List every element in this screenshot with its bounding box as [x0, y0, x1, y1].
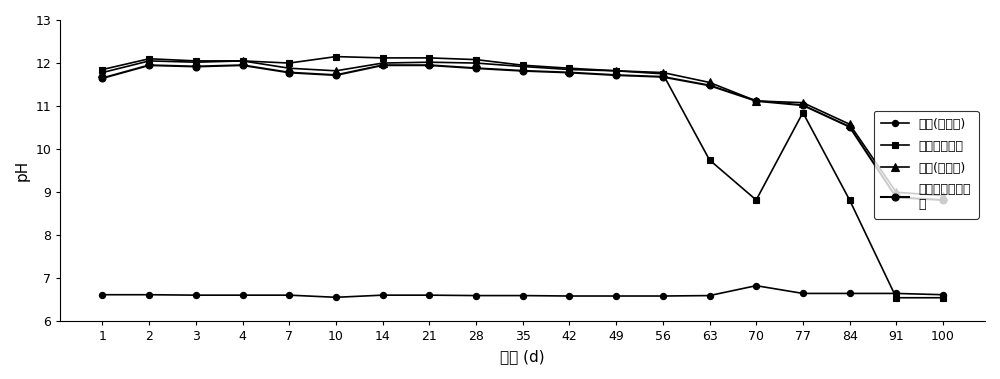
过氧化馒原料 — [377, 56, 389, 60]
对照(蜗馏水) — [704, 293, 716, 298]
对照(蜗馏水) — [844, 291, 856, 296]
过氧化馒原料 — [750, 198, 762, 202]
过氧化馒原料 — [470, 57, 482, 62]
颗粒(未包膜) — [237, 59, 249, 63]
颗粒(未包膜) — [657, 70, 669, 75]
桐油包膜过氧化
馒 — [283, 70, 295, 75]
桐油包膜过氧化
馒 — [96, 76, 108, 80]
桐油包膜过氧化
馒 — [704, 83, 716, 88]
桐油包膜过氧化
馒 — [237, 63, 249, 67]
桐油包膜过氧化
馒 — [610, 73, 622, 77]
颗粒(未包膜) — [190, 60, 202, 64]
桐油包膜过氧化
馒 — [657, 75, 669, 79]
过氧化馒原料 — [563, 66, 575, 70]
Line: 颗粒(未包膜): 颗粒(未包膜) — [99, 57, 947, 199]
颗粒(未包膜) — [750, 99, 762, 103]
过氧化馒原料 — [143, 56, 155, 61]
过氧化馒原料 — [610, 69, 622, 73]
对照(蜗馏水) — [517, 293, 529, 298]
对照(蜗馏水) — [96, 293, 108, 297]
Line: 对照(蜗馏水): 对照(蜗馏水) — [99, 283, 946, 301]
Legend: 对照(蜗馏水), 过氧化馒原料, 颗粒(未包膜), 桐油包膜过氧化
馒: 对照(蜗馏水), 过氧化馒原料, 颗粒(未包膜), 桐油包膜过氧化 馒 — [874, 111, 979, 219]
对照(蜗馏水) — [470, 293, 482, 298]
颗粒(未包膜) — [517, 64, 529, 69]
Line: 过氧化馒原料: 过氧化馒原料 — [99, 53, 946, 301]
桐油包膜过氧化
馒 — [797, 103, 809, 108]
对照(蜗馏水) — [330, 295, 342, 299]
Y-axis label: pH: pH — [15, 160, 30, 181]
对照(蜗馏水) — [237, 293, 249, 298]
桐油包膜过氧化
馒 — [937, 198, 949, 202]
颗粒(未包膜) — [890, 190, 902, 194]
过氧化馒原料 — [190, 59, 202, 63]
过氧化馒原料 — [797, 110, 809, 115]
颗粒(未包膜) — [704, 80, 716, 85]
颗粒(未包膜) — [377, 61, 389, 65]
过氧化馒原料 — [330, 54, 342, 59]
过氧化馒原料 — [283, 61, 295, 65]
过氧化馒原料 — [937, 296, 949, 300]
过氧化馒原料 — [96, 67, 108, 72]
颗粒(未包膜) — [283, 66, 295, 70]
桐油包膜过氧化
馒 — [330, 73, 342, 77]
颗粒(未包膜) — [563, 67, 575, 72]
颗粒(未包膜) — [423, 60, 435, 64]
对照(蜗馏水) — [937, 293, 949, 297]
颗粒(未包膜) — [143, 59, 155, 63]
颗粒(未包膜) — [844, 122, 856, 127]
桐油包膜过氧化
馒 — [143, 63, 155, 67]
颗粒(未包膜) — [330, 69, 342, 73]
过氧化馒原料 — [517, 63, 529, 67]
桐油包膜过氧化
馒 — [844, 125, 856, 129]
桐油包膜过氧化
馒 — [750, 99, 762, 103]
X-axis label: 时间 (d): 时间 (d) — [500, 349, 545, 364]
对照(蜗馏水) — [890, 291, 902, 296]
对照(蜗馏水) — [610, 294, 622, 298]
桐油包膜过氧化
馒 — [190, 64, 202, 69]
对照(蜗馏水) — [283, 293, 295, 298]
桐油包膜过氧化
馒 — [517, 69, 529, 73]
颗粒(未包膜) — [797, 100, 809, 105]
对照(蜗馏水) — [190, 293, 202, 298]
对照(蜗馏水) — [143, 293, 155, 297]
对照(蜗馏水) — [563, 294, 575, 298]
过氧化馒原料 — [657, 72, 669, 76]
过氧化馒原料 — [844, 198, 856, 202]
桐油包膜过氧化
馒 — [563, 70, 575, 75]
颗粒(未包膜) — [470, 61, 482, 65]
过氧化馒原料 — [237, 59, 249, 63]
对照(蜗馏水) — [377, 293, 389, 298]
桐油包膜过氧化
馒 — [470, 66, 482, 70]
桐油包膜过氧化
馒 — [423, 63, 435, 67]
过氧化馒原料 — [890, 296, 902, 300]
过氧化馒原料 — [704, 158, 716, 162]
颗粒(未包膜) — [937, 193, 949, 198]
对照(蜗馏水) — [657, 294, 669, 298]
对照(蜗馏水) — [797, 291, 809, 296]
颗粒(未包膜) — [96, 70, 108, 75]
Line: 桐油包膜过氧化
馒: 桐油包膜过氧化 馒 — [99, 62, 946, 204]
桐油包膜过氧化
馒 — [377, 63, 389, 67]
桐油包膜过氧化
馒 — [890, 195, 902, 200]
对照(蜗馏水) — [423, 293, 435, 298]
对照(蜗馏水) — [750, 283, 762, 288]
颗粒(未包膜) — [610, 69, 622, 73]
过氧化馒原料 — [423, 56, 435, 60]
